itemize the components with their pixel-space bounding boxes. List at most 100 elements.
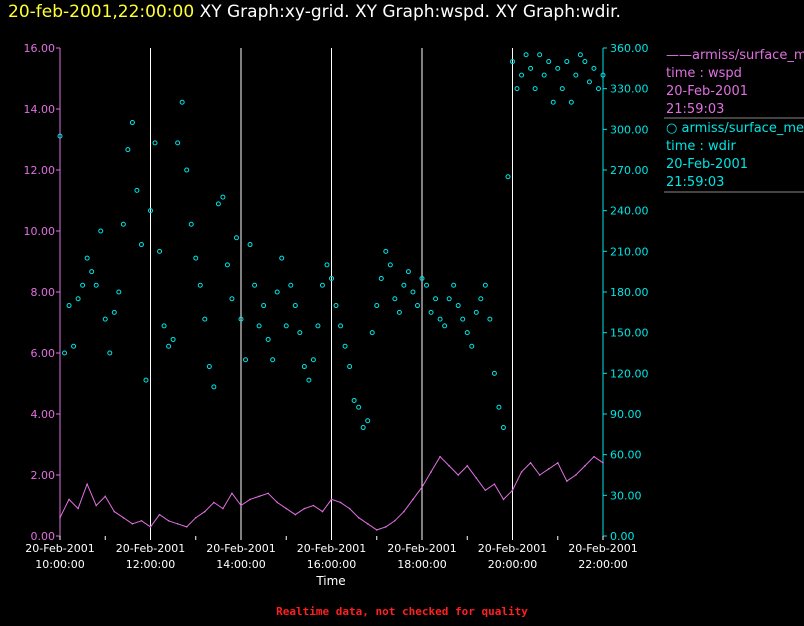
wdir-point: [243, 357, 249, 363]
x-axis-tick-time: 16:00:00: [307, 558, 356, 571]
wdir-point: [347, 364, 353, 370]
legend-entry-wspd: ——armiss/surface_met time : wspd 20-Feb-…: [666, 47, 804, 119]
wspd-point: [185, 526, 188, 528]
wdir-point: [519, 72, 525, 78]
wspd-point: [240, 504, 242, 507]
wdir-point: [528, 65, 534, 71]
wdir-point: [514, 86, 520, 92]
wspd-point: [104, 495, 107, 498]
wspd-point: [194, 516, 197, 519]
wdir-point: [451, 282, 457, 288]
wdir-point: [252, 282, 258, 288]
wspd-point: [366, 523, 369, 525]
x-axis-tick-time: 14:00:00: [216, 558, 265, 571]
x-axis-tick-date: 20-Feb-2001: [25, 542, 94, 555]
right-axis-tick-label: 0.00: [610, 530, 635, 543]
wdir-point: [414, 303, 420, 309]
left-axis-tick-label: 16.00: [24, 42, 56, 55]
wdir-point: [568, 99, 574, 105]
wdir-point: [157, 248, 163, 254]
wspd-point: [566, 480, 568, 482]
wdir-point: [405, 269, 411, 275]
wdir-point: [555, 65, 561, 71]
wdir-point: [410, 289, 416, 295]
x-axis-tick-date: 20-Feb-2001: [116, 542, 185, 555]
wdir-point: [211, 384, 217, 390]
wdir-series: [57, 52, 606, 431]
header-title-wdir: XY Graph:wdir.: [495, 2, 621, 22]
wdir-point: [265, 336, 271, 342]
left-axis-tick-label: 6.00: [31, 347, 56, 360]
x-axis-tick-date: 20-Feb-2001: [297, 542, 366, 555]
wdir-point: [460, 316, 466, 322]
wdir-point: [310, 357, 316, 363]
wspd-point: [593, 455, 595, 458]
left-axis-tick-label: 0.00: [31, 530, 56, 543]
right-axis-tick-label: 180.00: [610, 286, 649, 299]
wspd-point: [339, 501, 342, 504]
wdir-point: [473, 309, 479, 315]
wdir-point: [315, 323, 321, 329]
wspd-point: [529, 462, 532, 464]
wspd-point: [122, 516, 125, 519]
right-axis-tick-label: 330.00: [610, 83, 649, 96]
wspd-point: [222, 507, 224, 510]
wspd-point: [249, 498, 251, 501]
wdir-point: [134, 187, 140, 193]
wdir-point: [125, 147, 131, 153]
quality-notice: Realtime data, not checked for quality: [276, 605, 528, 618]
wdir-point: [247, 242, 253, 248]
wspd-point: [520, 471, 523, 473]
wdir-point: [202, 316, 208, 322]
legend-marker-wspd: ——: [666, 48, 692, 63]
wspd-point: [502, 498, 505, 501]
wdir-point: [442, 323, 448, 329]
wdir-point: [80, 282, 86, 288]
wdir-point: [229, 296, 235, 302]
right-axis-tick-label: 240.00: [610, 205, 649, 218]
wspd-point: [511, 489, 514, 492]
wspd-point: [113, 510, 116, 513]
wdir-point: [306, 377, 312, 383]
header-timestamp: 20-feb-2001,22:00:00: [8, 2, 195, 22]
wdir-point: [161, 323, 167, 329]
wspd-point: [321, 510, 324, 513]
wspd-point: [285, 507, 288, 510]
wdir-point: [595, 86, 601, 92]
wdir-point: [333, 303, 339, 309]
wspd-point: [68, 498, 70, 501]
wspd-point: [231, 492, 233, 495]
legend-date: 20-Feb-2001: [666, 157, 749, 172]
wdir-point: [148, 208, 153, 214]
wdir-point: [505, 174, 511, 180]
wdir-point: [387, 262, 393, 268]
wdir-point: [360, 425, 366, 431]
x-axis-tick-date: 20-Feb-2001: [568, 542, 637, 555]
wdir-point: [138, 242, 144, 248]
wdir-point: [319, 282, 325, 288]
wdir-point: [166, 343, 172, 349]
wdir-point: [206, 364, 212, 370]
right-axis-tick-label: 90.00: [610, 408, 642, 421]
wdir-point: [541, 72, 547, 78]
x-axis-tick-time: 22:00:00: [578, 558, 627, 571]
wdir-point: [455, 303, 461, 309]
right-axis-tick-label: 120.00: [610, 367, 649, 380]
wspd-point: [276, 501, 279, 504]
header-title-xy-grid: XY Graph:xy-grid.: [199, 2, 350, 22]
legend-line-1: ○ armiss/surface_met: [666, 120, 804, 138]
wdir-point: [175, 140, 181, 146]
wspd-point: [357, 516, 360, 519]
wdir-point: [496, 404, 502, 410]
left-axis-tick-label: 2.00: [31, 469, 56, 482]
wspd-point: [394, 519, 396, 522]
left-axis-tick-label: 12.00: [24, 164, 56, 177]
x-axis-tick-date: 20-Feb-2001: [478, 542, 547, 555]
wdir-point: [478, 296, 484, 302]
wdir-point: [184, 167, 190, 173]
wdir-point: [582, 59, 588, 65]
x-axis-tick-time: 12:00:00: [126, 558, 175, 571]
wdir-point: [437, 316, 443, 322]
wspd-point: [167, 519, 170, 522]
